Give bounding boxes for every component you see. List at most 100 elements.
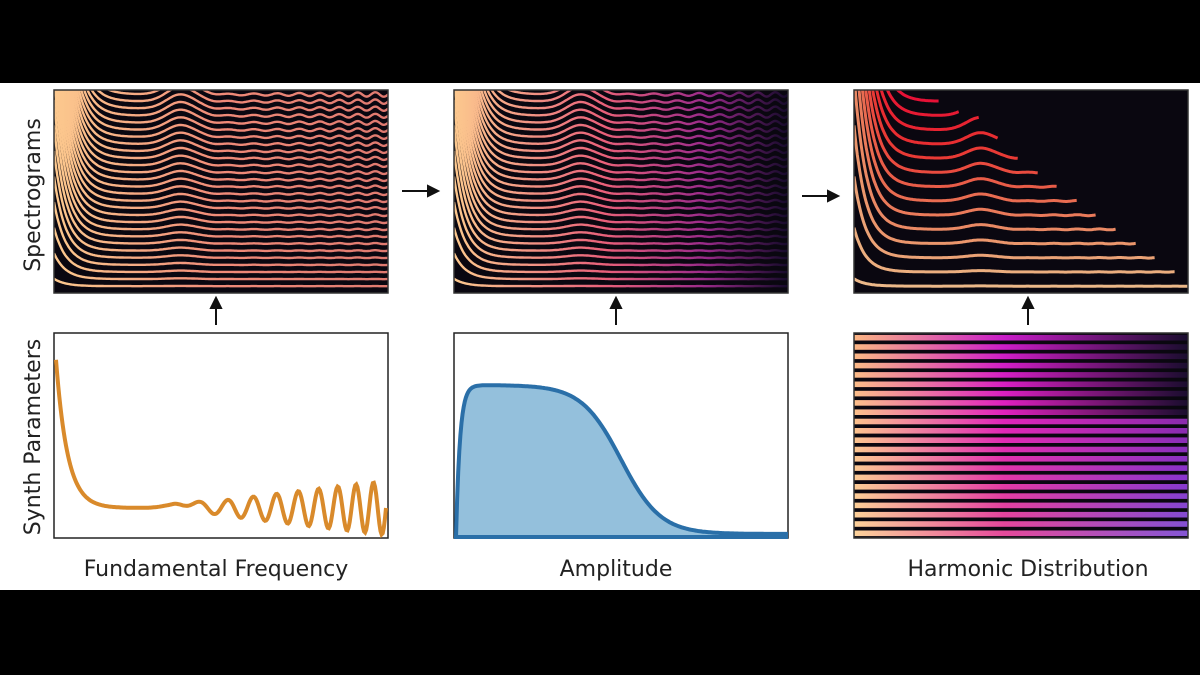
harmonic-line [454, 125, 788, 246]
harmonic-line [466, 90, 788, 183]
frame [853, 89, 1189, 294]
harmonic-line [471, 90, 788, 162]
harmonic-line [860, 90, 1077, 203]
stripe [854, 511, 1188, 518]
harmonic-line [61, 90, 388, 204]
harmonic-line [480, 90, 788, 134]
harmonic-line [469, 90, 788, 169]
spectrogram-harmonics [854, 90, 1188, 293]
harmonic-line [468, 90, 788, 176]
harmonic-line [857, 90, 1096, 218]
harmonic-line [854, 277, 1188, 288]
harmonic-line [475, 90, 788, 148]
harmonic-line [54, 125, 388, 246]
harmonic-line [64, 90, 388, 190]
stripe [854, 334, 1188, 341]
harmonic-line [457, 90, 788, 218]
harmonic-line [454, 252, 788, 281]
harmonic-line [459, 90, 788, 211]
harmonic-line [490, 90, 788, 113]
panel-label: Fundamental Frequency [84, 557, 349, 582]
harmonic-line [71, 90, 388, 162]
panel-label: Amplitude [560, 557, 673, 582]
harmonic-line [454, 150, 788, 253]
harmonic-line [82, 90, 388, 127]
spectrogram-lines [454, 90, 788, 288]
harmonic-line [477, 90, 788, 140]
harmonic-line [454, 227, 788, 274]
harmonic-line [80, 90, 388, 134]
harmonic-line [96, 90, 388, 106]
harmonic-line [54, 150, 388, 253]
stripe [854, 353, 1188, 360]
harmonic-line [895, 90, 939, 103]
harmonic-line [482, 90, 788, 127]
stripe [854, 409, 1188, 415]
harmonic-distribution [854, 333, 1188, 538]
harmonic-line [69, 90, 388, 169]
harmonic-line [496, 90, 788, 106]
harmonic-line [875, 90, 999, 146]
stripe [854, 456, 1188, 462]
row-label: Spectrograms [21, 118, 46, 272]
harmonic-line [73, 90, 388, 155]
harmonic-line [54, 176, 388, 260]
harmonic-line [455, 90, 788, 225]
harmonic-line [854, 90, 1116, 232]
harmonic-line [75, 90, 388, 148]
harmonic-line [57, 90, 388, 218]
stripe [854, 400, 1188, 406]
stripe [854, 418, 1188, 425]
harmonic-line [66, 90, 388, 183]
spectrogram-lines [54, 90, 388, 288]
harmonic-line [68, 90, 388, 176]
harmonic-line [854, 227, 1175, 274]
harmonic-line [454, 201, 788, 267]
harmonic-line [54, 277, 388, 288]
harmonic-line [506, 90, 788, 98]
stripe [854, 428, 1188, 434]
harmonic-line [461, 90, 788, 204]
stripe [854, 437, 1188, 443]
stripe [854, 530, 1188, 537]
stripe [854, 390, 1188, 397]
stripe [854, 381, 1188, 388]
harmonic-line [864, 90, 1057, 189]
harmonic-line [454, 277, 788, 288]
harmonic-line [464, 90, 788, 190]
harmonic-line [879, 90, 979, 131]
f0-curve [54, 359, 388, 539]
harmonic-line [55, 90, 388, 225]
harmonic-line [54, 201, 388, 267]
stripe [854, 493, 1188, 499]
harmonic-line [871, 90, 1018, 160]
harmonic-line [854, 176, 1155, 260]
harmonic-line [59, 90, 388, 211]
harmonic-line [885, 90, 960, 117]
frame [453, 89, 789, 294]
harmonic-line [54, 90, 388, 232]
harmonic-line [454, 99, 788, 239]
harmonic-line [90, 90, 388, 113]
amplitude-curve [453, 383, 788, 539]
stripe [854, 465, 1188, 471]
harmonic-line [486, 90, 788, 120]
row-label: Synth Parameters [21, 339, 46, 535]
harmonic-line [54, 99, 388, 239]
harmonic-line [867, 90, 1038, 175]
harmonic-line [473, 90, 788, 155]
stripe [854, 362, 1188, 369]
stripe [854, 474, 1188, 481]
harmonic-line [106, 90, 388, 98]
arrows [209, 184, 1035, 325]
frame [853, 332, 1189, 539]
stripe [854, 502, 1188, 509]
stripe [854, 372, 1188, 378]
stripe [854, 344, 1188, 350]
harmonic-line [54, 252, 388, 281]
stripe [854, 446, 1188, 453]
harmonic-line [454, 176, 788, 260]
harmonic-line [462, 90, 788, 197]
harmonic-line [77, 90, 388, 140]
